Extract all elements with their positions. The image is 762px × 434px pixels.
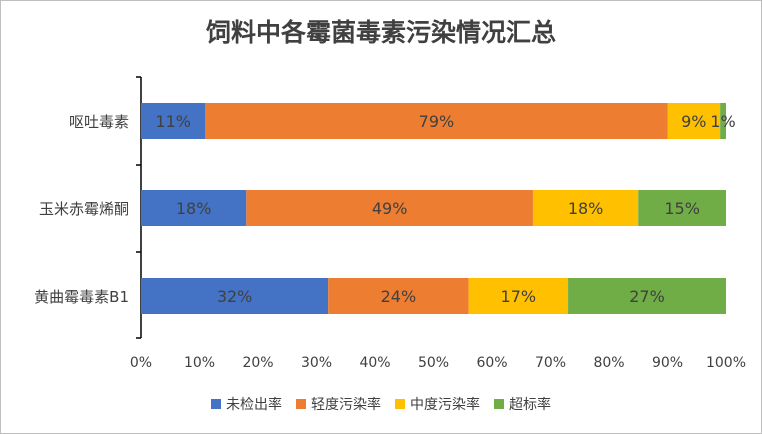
legend-item: 轻度污染率 xyxy=(296,394,381,414)
legend-swatch xyxy=(494,399,504,409)
chart-legend: 未检出率 轻度污染率 中度污染率 超标率 xyxy=(1,394,761,414)
legend-swatch xyxy=(296,399,306,409)
bar-segment xyxy=(468,278,569,314)
legend-label: 中度污染率 xyxy=(410,397,480,413)
legend-item: 未检出率 xyxy=(211,394,282,414)
bar-segment xyxy=(141,278,329,314)
data-label: 24% xyxy=(381,287,417,306)
data-label: 18% xyxy=(176,199,212,218)
x-tick-label: 80% xyxy=(593,355,624,371)
x-tick-label: 90% xyxy=(652,355,683,371)
category-label: 黄曲霉毒素B1 xyxy=(34,288,129,306)
bar-segment xyxy=(205,103,668,139)
x-tick-label: 100% xyxy=(706,355,746,371)
bar-segment xyxy=(720,103,726,139)
chart-title: 饲料中各霉菌毒素污染情况汇总 xyxy=(205,18,556,47)
x-tick-label: 50% xyxy=(418,355,449,371)
legend-item: 中度污染率 xyxy=(395,394,480,414)
data-label: 49% xyxy=(372,199,408,218)
data-label: 27% xyxy=(629,287,665,306)
bar-segment xyxy=(246,190,533,226)
data-label: 11% xyxy=(155,112,191,131)
bar-segment xyxy=(328,278,469,314)
category-label: 呕吐毒素 xyxy=(69,113,129,131)
x-tick-label: 0% xyxy=(130,355,152,371)
data-label: 18% xyxy=(568,199,604,218)
category-label: 玉米赤霉烯酮 xyxy=(39,200,129,218)
data-label: 15% xyxy=(664,199,700,218)
legend-swatch xyxy=(211,399,221,409)
bar-segment xyxy=(667,103,721,139)
bar-segment xyxy=(141,190,247,226)
x-tick-label: 20% xyxy=(242,355,273,371)
x-tick-label: 70% xyxy=(535,355,566,371)
data-label: 17% xyxy=(501,287,537,306)
x-tick-label: 60% xyxy=(476,355,507,371)
bar-segment xyxy=(532,190,639,226)
legend-item: 超标率 xyxy=(494,394,551,414)
legend-label: 未检出率 xyxy=(226,397,282,413)
bar-segment xyxy=(568,278,726,314)
x-tick-label: 30% xyxy=(301,355,332,371)
data-label: 79% xyxy=(419,112,455,131)
x-tick-label: 40% xyxy=(359,355,390,371)
data-label: 9% xyxy=(681,112,706,131)
legend-label: 超标率 xyxy=(509,397,551,413)
x-tick-label: 10% xyxy=(184,355,215,371)
bar-segment xyxy=(638,190,726,226)
bar-segment xyxy=(141,103,206,139)
legend-label: 轻度污染率 xyxy=(311,397,381,413)
legend-swatch xyxy=(395,399,405,409)
data-label: 1% xyxy=(710,112,735,131)
data-label: 32% xyxy=(217,287,253,306)
